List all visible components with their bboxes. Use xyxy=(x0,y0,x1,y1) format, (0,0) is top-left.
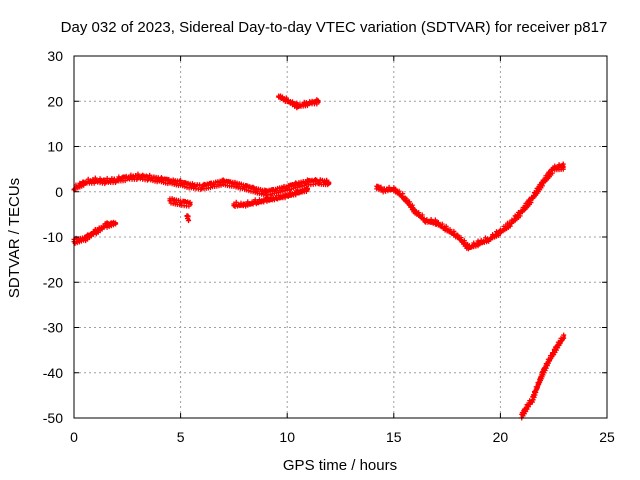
data-points xyxy=(71,93,567,421)
y-tick-label: 20 xyxy=(47,93,63,109)
series-arc-6 xyxy=(374,161,566,252)
series-arc-5 xyxy=(276,93,321,111)
series-arc-1-main xyxy=(71,171,332,198)
y-tick-label: -40 xyxy=(43,365,63,381)
axis-ticks: 0 5 10 15 20 25 30 20 10 0 -10 -20 -30 -40 -50 xyxy=(43,48,615,445)
x-tick-label: 10 xyxy=(279,429,295,445)
x-tick-label: 15 xyxy=(386,429,402,445)
y-tick-label: -50 xyxy=(43,410,63,426)
y-axis-label: SDTVAR / TECUs xyxy=(6,178,23,298)
x-axis-label: GPS time / hours xyxy=(283,457,397,474)
y-tick-label: 30 xyxy=(47,48,63,64)
series-arc-1-lower xyxy=(231,185,310,209)
series-arc-2 xyxy=(71,219,119,246)
series-arc-7 xyxy=(519,332,567,421)
x-tick-label: 0 xyxy=(70,429,78,445)
y-tick-label: -30 xyxy=(43,320,63,336)
y-tick-label: -10 xyxy=(43,229,63,245)
x-tick-label: 20 xyxy=(493,429,509,445)
gridlines xyxy=(74,56,607,418)
y-tick-label: 10 xyxy=(47,139,63,155)
y-tick-label: -20 xyxy=(43,274,63,290)
x-tick-label: 25 xyxy=(599,429,615,445)
x-tick-label: 5 xyxy=(177,429,185,445)
chart-title: Day 032 of 2023, Sidereal Day-to-day VTE… xyxy=(61,19,608,36)
series-arc-3 xyxy=(167,196,193,209)
series-arc-4 xyxy=(184,213,192,224)
y-tick-label: 0 xyxy=(55,184,63,200)
